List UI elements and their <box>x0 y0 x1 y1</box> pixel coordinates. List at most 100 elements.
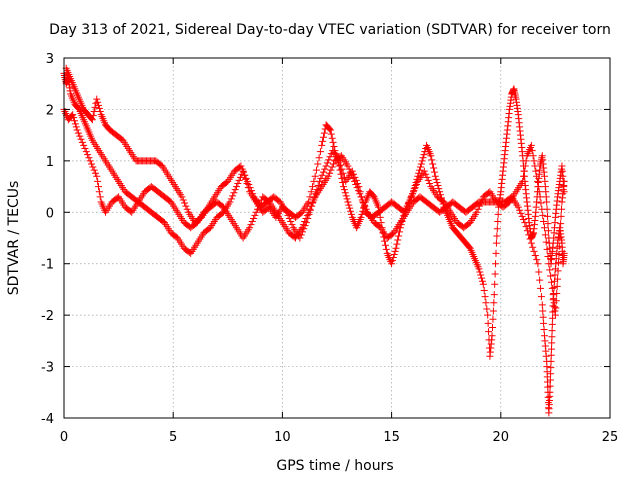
data-point <box>288 221 296 229</box>
data-point <box>317 174 325 182</box>
data-point <box>306 206 314 214</box>
data-point <box>354 179 362 187</box>
data-point <box>181 199 189 207</box>
data-point <box>246 184 254 192</box>
data-point <box>235 176 243 184</box>
data-point <box>252 208 260 216</box>
data-point <box>287 218 295 226</box>
data-point <box>548 327 556 335</box>
data-point <box>74 129 82 137</box>
data-point <box>538 205 546 213</box>
data-point <box>329 138 337 146</box>
data-point <box>530 157 538 165</box>
data-point <box>93 172 101 180</box>
data-point <box>312 190 320 198</box>
data-point <box>338 165 346 173</box>
data-point <box>389 254 397 262</box>
data-point <box>85 154 93 162</box>
data-point <box>550 283 558 291</box>
data-point <box>318 171 326 179</box>
data-point <box>402 205 410 213</box>
data-point <box>320 129 328 137</box>
data-point <box>539 211 547 219</box>
data-point <box>361 202 369 210</box>
data-point <box>547 272 555 280</box>
data-point <box>558 205 566 213</box>
data-point <box>492 249 500 257</box>
data-point <box>74 104 82 112</box>
data-point <box>527 239 535 247</box>
data-point <box>335 157 343 165</box>
data-point <box>355 183 363 191</box>
data-point <box>473 208 481 216</box>
data-point <box>376 213 384 221</box>
data-point <box>179 196 187 204</box>
data-point <box>521 219 529 227</box>
data-point <box>309 183 317 191</box>
data-point <box>478 277 486 285</box>
data-point <box>381 241 389 249</box>
data-point <box>70 114 78 122</box>
data-point <box>475 265 483 273</box>
data-point <box>350 170 358 178</box>
data-point <box>301 222 309 230</box>
data-point <box>418 157 426 165</box>
data-point <box>547 357 555 365</box>
data-point <box>531 251 539 259</box>
data-point <box>251 211 259 219</box>
data-point <box>96 107 104 115</box>
data-point <box>546 376 554 384</box>
data-point <box>70 117 78 125</box>
data-point <box>489 307 497 315</box>
data-point <box>554 259 562 267</box>
data-point <box>395 232 403 240</box>
data-point <box>326 125 334 133</box>
data-point <box>283 208 291 216</box>
data-point <box>419 154 427 162</box>
x-tick-label: 20 <box>493 430 510 445</box>
data-point <box>427 152 435 160</box>
data-point <box>296 234 304 242</box>
data-point <box>475 202 483 210</box>
data-point <box>552 297 560 305</box>
data-point <box>520 172 528 180</box>
data-point <box>531 162 539 170</box>
axis-ticks: 0 5 10 15 20 25 -4 -3 -2 -1 0 1 2 3 <box>41 52 618 445</box>
data-point <box>518 212 526 220</box>
data-point <box>521 162 529 170</box>
data-point <box>346 204 354 212</box>
data-point <box>340 186 348 194</box>
data-point <box>540 326 548 334</box>
y-tick-label: 3 <box>46 52 54 67</box>
data-point <box>406 196 414 204</box>
data-point <box>546 382 554 390</box>
data-point <box>536 193 544 201</box>
data-point <box>302 219 310 227</box>
data-point <box>297 231 305 239</box>
data-point <box>482 299 490 307</box>
data-point <box>436 188 444 196</box>
data-point <box>359 198 367 206</box>
data-point <box>547 370 555 378</box>
data-point <box>238 165 246 173</box>
data-point <box>90 107 98 115</box>
data-point <box>340 183 348 191</box>
data-point <box>420 167 428 175</box>
data-point <box>305 210 313 218</box>
data-point <box>393 240 401 248</box>
data-point <box>403 202 411 210</box>
data-point <box>416 163 424 171</box>
x-tick-label: 15 <box>383 430 400 445</box>
data-point <box>356 188 364 196</box>
data-point <box>344 162 352 170</box>
data-point <box>339 169 347 177</box>
data-point <box>237 162 245 170</box>
data-point <box>547 345 555 353</box>
data-point <box>178 193 186 201</box>
data-point <box>489 323 497 331</box>
data-point <box>430 164 438 172</box>
data-point <box>343 195 351 203</box>
data-point <box>339 178 347 186</box>
y-tick-label: -4 <box>41 412 54 427</box>
data-point <box>431 172 439 180</box>
